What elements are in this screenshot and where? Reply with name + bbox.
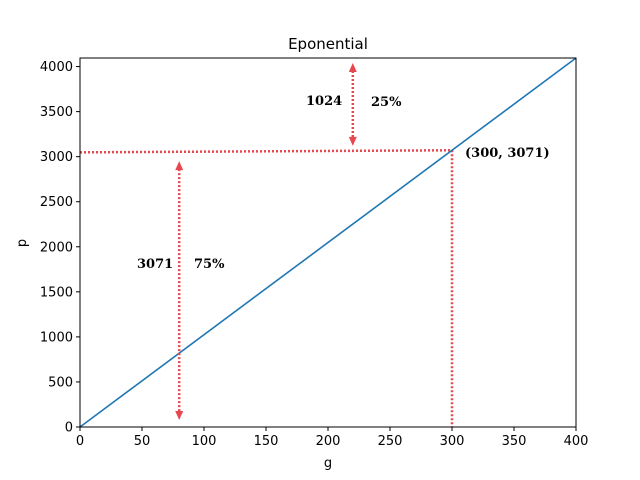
x-axis-label: g bbox=[324, 456, 332, 471]
y-tick-label: 3500 bbox=[40, 105, 73, 120]
y-tick-label: 3000 bbox=[40, 150, 73, 165]
lower-arrow bbox=[175, 161, 184, 420]
y-tick-label: 2500 bbox=[40, 195, 73, 210]
y-tick-label: 500 bbox=[48, 375, 73, 390]
x-tick-label: 400 bbox=[564, 434, 589, 449]
x-tick-label: 50 bbox=[134, 434, 151, 449]
x-tick-label: 250 bbox=[378, 434, 403, 449]
x-tick-label: 200 bbox=[316, 434, 341, 449]
upper-percent-label: 25% bbox=[371, 95, 402, 110]
y-axis-label: p bbox=[15, 239, 30, 247]
x-tick-label: 100 bbox=[192, 434, 217, 449]
y-tick-label: 1000 bbox=[40, 330, 73, 345]
x-tick-label: 0 bbox=[76, 434, 84, 449]
y-axis: 0 500 1000 1500 2000 2500 3000 3500 4000 bbox=[40, 60, 80, 436]
x-tick-label: 350 bbox=[502, 434, 527, 449]
x-axis: 0 50 100 150 200 250 300 350 400 bbox=[76, 427, 589, 449]
y-tick-label: 4000 bbox=[40, 60, 73, 75]
upper-value-label: 1024 bbox=[306, 94, 342, 109]
y-tick-label: 0 bbox=[65, 421, 73, 436]
lower-percent-label: 75% bbox=[194, 257, 225, 272]
x-tick-label: 150 bbox=[254, 434, 279, 449]
x-tick-label: 300 bbox=[440, 434, 465, 449]
lower-value-label: 3071 bbox=[137, 257, 173, 272]
chart-title: Eponential bbox=[288, 35, 368, 53]
point-label: (300, 3071) bbox=[465, 146, 550, 161]
horizontal-guide-line bbox=[79, 149, 453, 154]
upper-arrow bbox=[348, 62, 357, 146]
y-tick-label: 2000 bbox=[40, 240, 73, 255]
plot-area bbox=[79, 57, 577, 428]
y-tick-label: 1500 bbox=[40, 285, 73, 300]
series-line bbox=[79, 57, 577, 428]
